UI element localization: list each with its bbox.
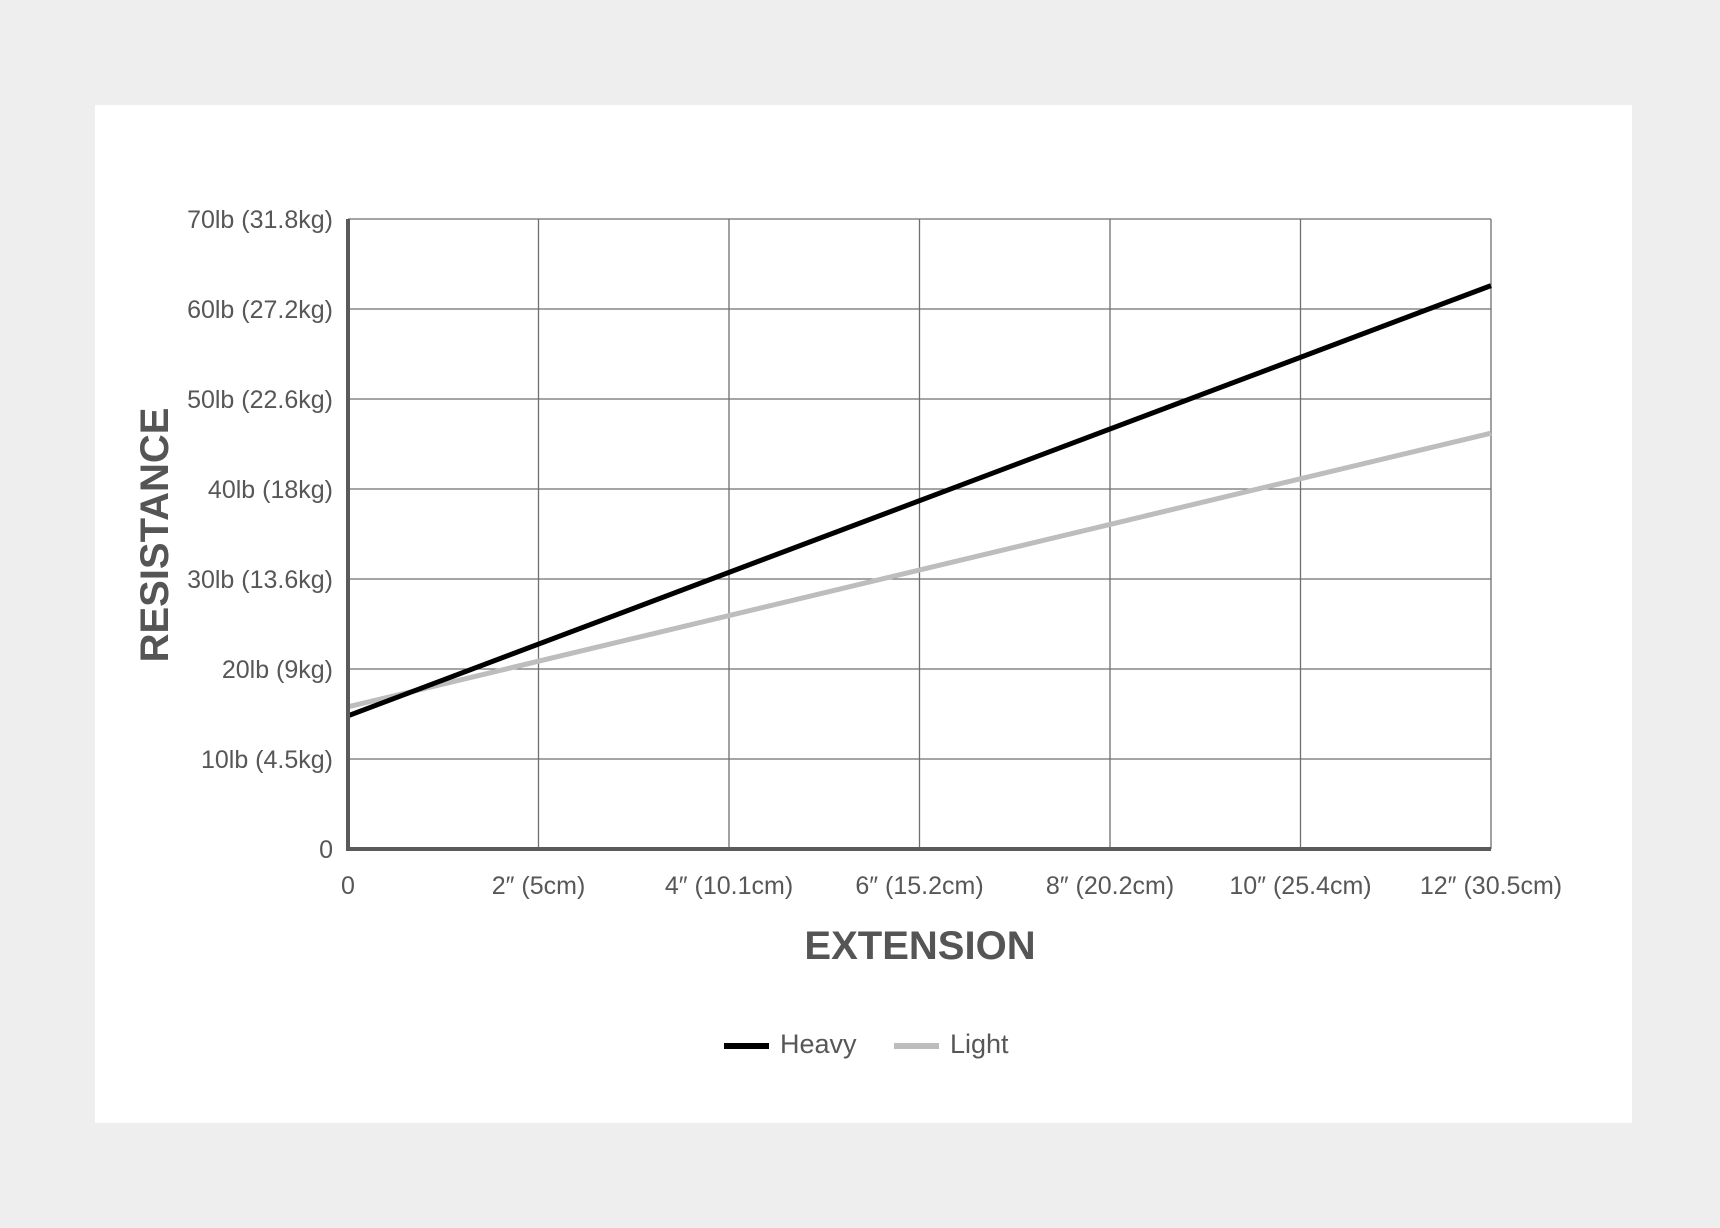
series-line-light bbox=[347, 430, 1492, 710]
y-tick-label: 60lb (27.2kg) bbox=[187, 296, 333, 324]
axes bbox=[346, 219, 1491, 851]
legend-label-heavy: Heavy bbox=[780, 1029, 857, 1059]
x-tick-label: 6″ (15.2cm) bbox=[855, 872, 983, 900]
series-line-heavy bbox=[347, 283, 1492, 719]
x-tick-label: 0 bbox=[341, 872, 355, 900]
y-tick-label: 40lb (18kg) bbox=[208, 476, 333, 504]
x-tick-label: 4″ (10.1cm) bbox=[665, 872, 793, 900]
y-tick-label: 70lb (31.8kg) bbox=[187, 206, 333, 234]
grid-lines bbox=[348, 218, 1492, 849]
x-axis-title: EXTENSION bbox=[804, 924, 1035, 968]
x-tick-label: 12″ (30.5cm) bbox=[1420, 872, 1562, 900]
x-tick-label: 10″ (25.4cm) bbox=[1229, 872, 1371, 900]
y-tick-label: 20lb (9kg) bbox=[222, 656, 333, 684]
y-tick-label: 50lb (22.6kg) bbox=[187, 386, 333, 414]
x-tick-labels: 0 2″ (5cm) 4″ (10.1cm) 6″ (15.2cm) 8″ (20.2c… bbox=[341, 872, 1562, 900]
series-lines bbox=[347, 283, 1492, 719]
legend-label-light: Light bbox=[950, 1029, 1009, 1059]
chart-card bbox=[95, 105, 1632, 1123]
x-tick-label: 8″ (20.2cm) bbox=[1046, 872, 1174, 900]
legend: Heavy Light bbox=[724, 1029, 1009, 1059]
x-tick-label: 2″ (5cm) bbox=[492, 872, 586, 900]
y-axis-title: RESISTANCE bbox=[133, 408, 177, 663]
y-tick-labels: 0 10lb (4.5kg) 20lb (9kg) 30lb (13.6kg) 40lb… bbox=[187, 206, 333, 864]
y-tick-label: 10lb (4.5kg) bbox=[201, 746, 333, 774]
y-tick-label: 30lb (13.6kg) bbox=[187, 566, 333, 594]
y-tick-label: 0 bbox=[319, 836, 333, 864]
